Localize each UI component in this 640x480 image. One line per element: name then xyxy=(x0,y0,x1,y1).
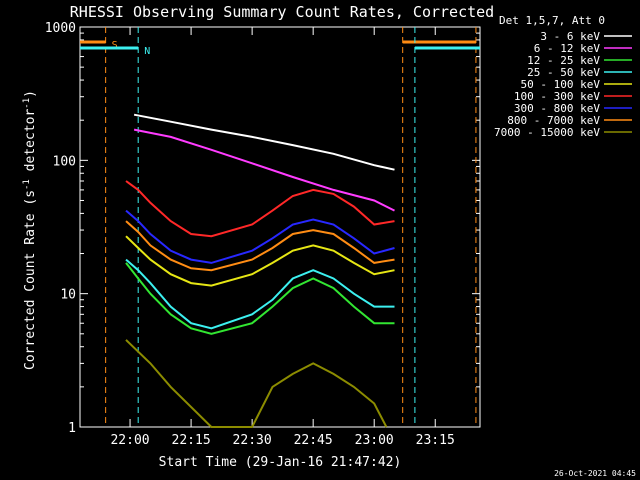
y-axis-label-sup1: -1 xyxy=(22,179,32,190)
x-tick-label: 22:00 xyxy=(110,433,149,448)
series-line-7 xyxy=(125,220,395,272)
y-tick-label: 1 xyxy=(68,421,76,436)
series-group xyxy=(125,113,395,428)
series-line-0 xyxy=(133,113,395,171)
legend-label: 100 - 300 keV xyxy=(514,90,600,103)
y-axis-label-part3: ) xyxy=(23,90,38,98)
y-tick-label: 100 xyxy=(53,154,76,169)
series-line-8 xyxy=(125,339,388,428)
y-tick-label: 10 xyxy=(60,288,76,303)
x-axis-label: Start Time (29-Jan-16 21:47:42) xyxy=(159,455,402,470)
flag-markers: SN xyxy=(80,27,480,427)
y-axis-label-part1: Corrected Count Rate (s xyxy=(23,190,38,370)
series-line-3 xyxy=(125,258,395,330)
series-line-2 xyxy=(125,262,395,335)
x-tick-label: 23:15 xyxy=(416,433,455,448)
series-line-6 xyxy=(125,209,395,264)
x-tick-label: 22:45 xyxy=(294,433,333,448)
x-tick-label: 22:30 xyxy=(233,433,272,448)
legend-title: Det 1,5,7, Att 0 xyxy=(499,14,605,27)
chart-title: RHESSI Observing Summary Count Rates, Co… xyxy=(70,3,494,21)
legend-label: 12 - 25 keV xyxy=(527,54,600,67)
legend-label: 6 - 12 keV xyxy=(534,42,601,55)
y-axis-label-part2: detector xyxy=(23,109,38,180)
plot-frame xyxy=(79,26,481,428)
y-axis-label: Corrected Count Rate (s-1 detector-1) xyxy=(22,90,38,370)
x-tick-label: 22:15 xyxy=(172,433,211,448)
y-tick-label: 1000 xyxy=(45,21,76,36)
legend-label: 300 - 800 keV xyxy=(514,102,600,115)
y-axis-label-sup2: -1 xyxy=(22,98,32,109)
flag-label: N xyxy=(144,46,150,57)
legend-label: 25 - 50 keV xyxy=(527,66,600,79)
legend-label: 7000 - 15000 keV xyxy=(494,126,600,139)
series-line-5 xyxy=(125,180,395,238)
x-tick-label: 23:00 xyxy=(355,433,394,448)
legend-label: 50 - 100 keV xyxy=(521,78,601,91)
legend-label: 3 - 6 keV xyxy=(540,30,600,43)
series-line-4 xyxy=(125,235,395,287)
series-line-1 xyxy=(133,128,395,212)
flag-label: S xyxy=(112,40,118,51)
legend-label: 800 - 7000 keV xyxy=(507,114,600,127)
y-axis: 1 10 100 1000 xyxy=(45,21,480,436)
generation-timestamp: 26-Oct-2021 04:45 xyxy=(554,469,636,478)
x-axis: 22:00 22:15 22:30 22:45 23:00 23:15 xyxy=(110,27,455,448)
